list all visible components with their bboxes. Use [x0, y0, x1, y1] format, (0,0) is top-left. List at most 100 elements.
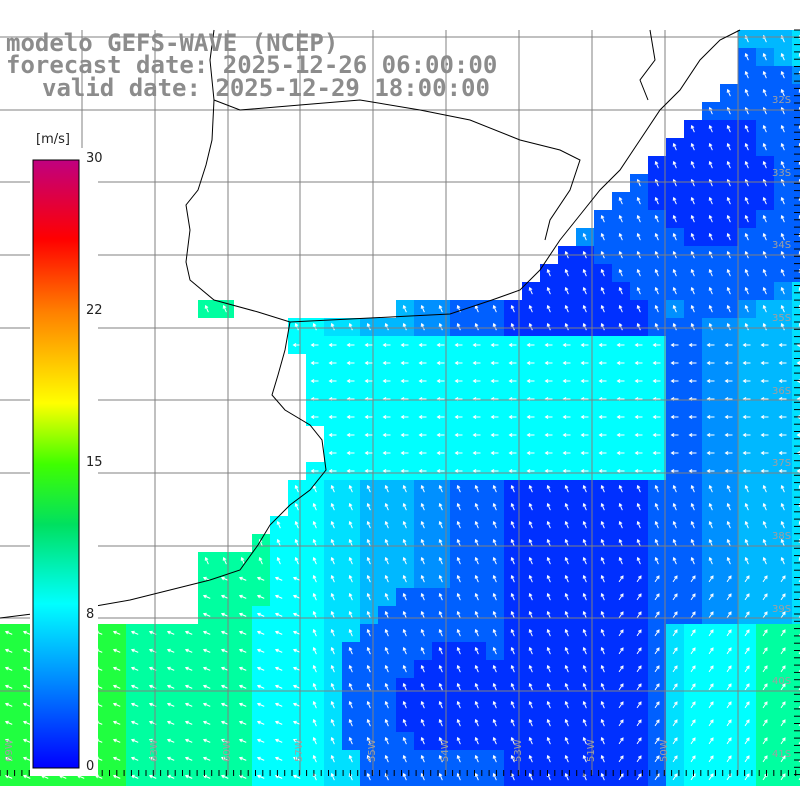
wind-arrow-head [778, 451, 783, 455]
wind-arrow-head [438, 538, 443, 543]
wind-arrow-head [312, 700, 317, 705]
wind-arrow-head [184, 756, 189, 761]
wind-arrow [745, 197, 749, 205]
wind-arrow-head [616, 415, 621, 419]
wind-arrow-head [780, 142, 785, 147]
wind-arrow [403, 773, 407, 781]
wind-arrow-head [238, 630, 243, 635]
wind-arrow-head [598, 469, 603, 473]
wind-arrow [493, 557, 497, 565]
wind-arrow [421, 629, 425, 637]
wind-arrow [565, 629, 569, 637]
wind-arrow [113, 703, 121, 707]
wind-arrow-head [202, 612, 207, 617]
wind-arrow-head [366, 628, 371, 633]
wind-arrow [493, 305, 497, 313]
wind-arrow-head [438, 610, 443, 615]
wind-arrow [349, 323, 353, 331]
wind-arrow-head [710, 719, 714, 724]
wind-arrow-head [796, 361, 800, 365]
wind-arrow [708, 647, 714, 655]
wind-arrow [547, 629, 551, 637]
wind-arrow-head [292, 630, 297, 635]
wind-arrow-head [148, 684, 153, 689]
longitude-label: 69W [4, 739, 15, 762]
wind-arrow [690, 773, 696, 781]
wind-arrow-head [454, 469, 459, 473]
wind-arrow [583, 503, 587, 511]
wind-arrow-head [726, 232, 731, 237]
wind-arrow [744, 701, 750, 709]
wind-arrow [293, 595, 301, 599]
wind-arrow-head [510, 718, 515, 723]
wind-arrow-head [564, 772, 569, 777]
wind-arrow [185, 649, 193, 653]
wind-arrow-head [274, 684, 279, 689]
wind-arrow-head [510, 628, 515, 633]
wind-arrow-head [546, 682, 551, 687]
wind-arrow-head [510, 556, 515, 561]
wind-arrow [763, 161, 767, 169]
wind-arrow [95, 775, 103, 779]
wind-arrow-head [420, 664, 425, 669]
wind-arrow [457, 629, 461, 637]
wind-arrow [185, 757, 193, 761]
wind-arrow-head [580, 379, 585, 383]
wind-arrow [709, 287, 713, 295]
wind-arrow-head [400, 469, 405, 473]
wind-arrow-head [366, 664, 371, 669]
wind-arrow-head [492, 502, 497, 507]
wind-arrow [672, 773, 678, 781]
wind-arrow [565, 737, 569, 745]
wind-arrow [762, 611, 768, 619]
wind-arrow-head [348, 610, 353, 615]
wind-arrow [421, 305, 425, 313]
wind-arrow [367, 773, 371, 781]
wind-arrow [672, 665, 678, 673]
wind-arrow-head [346, 469, 351, 473]
wind-arrow [673, 269, 677, 277]
wind-arrow-head [762, 286, 767, 291]
wind-arrow-head [746, 575, 750, 580]
wind-arrow [709, 197, 713, 205]
wind-arrow-head [112, 702, 117, 707]
wind-arrow [421, 485, 425, 493]
wind-arrow [457, 683, 461, 691]
wind-arrow [565, 323, 569, 331]
wind-arrow-head [762, 52, 767, 57]
wind-arrow [763, 485, 767, 493]
speed-cell [792, 516, 800, 534]
wind-arrow-head [582, 592, 587, 597]
wind-arrow [583, 557, 587, 565]
wind-arrow-head [348, 682, 353, 687]
wind-arrow-head [728, 719, 732, 724]
wind-arrow [619, 503, 623, 511]
wind-arrow [601, 719, 605, 727]
wind-arrow-head [726, 268, 731, 273]
wind-arrow-head [348, 736, 353, 741]
wind-arrow-head [456, 574, 461, 579]
latitude-label: 33S [772, 168, 791, 179]
wind-arrow-head [330, 664, 335, 669]
wind-arrow-head [762, 196, 767, 201]
wind-arrow [23, 703, 31, 707]
wind-arrow-head [454, 379, 459, 383]
wind-arrow [403, 683, 407, 691]
wind-arrow [439, 557, 443, 565]
wind-arrow-head [184, 774, 189, 779]
wind-arrow-head [202, 774, 207, 779]
wind-arrow-head [526, 451, 531, 455]
wind-arrow [726, 629, 732, 637]
wind-arrow-head [746, 683, 750, 688]
wind-arrow-head [166, 648, 171, 653]
wind-arrow [349, 593, 353, 601]
wind-arrow-head [562, 379, 567, 383]
wind-arrow-head [688, 361, 693, 365]
wind-arrow-head [294, 556, 299, 561]
wind-arrow [221, 685, 229, 689]
wind-arrow [691, 305, 695, 313]
wind-arrow [708, 593, 714, 601]
wind-arrow-head [582, 664, 587, 669]
wind-arrow-head [366, 682, 371, 687]
wind-arrow-head [726, 196, 731, 201]
